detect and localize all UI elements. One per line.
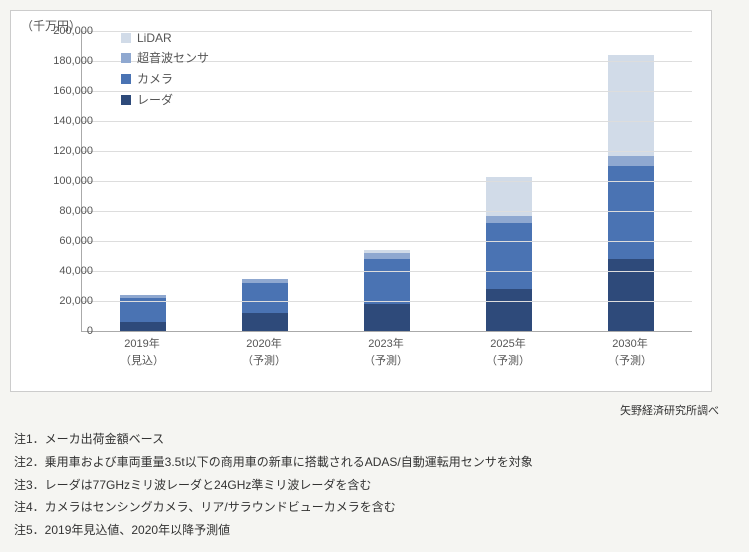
- gridline: [82, 241, 692, 242]
- x-tick-year: 2030年: [590, 336, 670, 353]
- legend-label: レーダ: [137, 91, 173, 108]
- note-line: 注3．レーダは77GHzミリ波レーダと24GHz準ミリ波レーダを含む: [14, 474, 739, 497]
- bar-segment-ultrasonic: [486, 216, 532, 224]
- y-tick-label: 20,000: [38, 295, 93, 307]
- y-tick-label: 200,000: [38, 25, 93, 37]
- chart-container: （千万円） LiDAR超音波センサカメラレーダ 020,00040,00060,…: [10, 10, 712, 392]
- y-tick-label: 180,000: [38, 55, 93, 67]
- x-tick-year: 2020年: [224, 336, 304, 353]
- gridline: [82, 211, 692, 212]
- x-tick-label: 2020年（予測）: [224, 336, 304, 369]
- legend: LiDAR 超音波センサカメラレーダ: [121, 31, 209, 112]
- bar-segment-radar: [486, 289, 532, 331]
- y-tick-label: 80,000: [38, 205, 93, 217]
- y-tick-label: 60,000: [38, 235, 93, 247]
- legend-item-lidar: LiDAR: [121, 31, 209, 45]
- x-tick-label: 2023年（予測）: [346, 336, 426, 369]
- x-tick-label: 2030年（予測）: [590, 336, 670, 369]
- x-tick-year: 2019年: [102, 336, 182, 353]
- bar-segment-ultrasonic: [242, 279, 288, 284]
- note-line: 注1．メーカ出荷金額ベース: [14, 428, 739, 451]
- note-line: 注4．カメラはセンシングカメラ、リア/サラウンドビューカメラを含む: [14, 496, 739, 519]
- y-tick-label: 140,000: [38, 115, 93, 127]
- x-tick-sub: （見込）: [102, 353, 182, 370]
- x-tick-sub: （予測）: [468, 353, 548, 370]
- notes-block: 注1．メーカ出荷金額ベース注2．乗用車および車両重量3.5t以下の商用車の新車に…: [10, 428, 739, 542]
- x-tick-sub: （予測）: [346, 353, 426, 370]
- gridline: [82, 151, 692, 152]
- legend-label: LiDAR: [137, 31, 172, 45]
- y-tick-label: 100,000: [38, 175, 93, 187]
- legend-swatch: [121, 33, 131, 43]
- bar-segment-ultrasonic: [608, 156, 654, 167]
- legend-swatch: [121, 74, 131, 84]
- gridline: [82, 301, 692, 302]
- x-tick-label: 2025年（予測）: [468, 336, 548, 369]
- x-tick-sub: （予測）: [224, 353, 304, 370]
- legend-swatch: [121, 53, 131, 63]
- gridline: [82, 271, 692, 272]
- bar-segment-radar: [120, 322, 166, 331]
- legend-swatch: [121, 95, 131, 105]
- bar-segment-lidar: [364, 250, 410, 253]
- bar-segment-camera: [364, 259, 410, 304]
- bar-segment-camera: [242, 283, 288, 313]
- legend-label: 超音波センサ: [137, 49, 209, 66]
- x-tick-sub: （予測）: [590, 353, 670, 370]
- bar-segment-ultrasonic: [364, 253, 410, 259]
- y-tick-label: 120,000: [38, 145, 93, 157]
- bar-segment-camera: [486, 223, 532, 289]
- x-tick-year: 2023年: [346, 336, 426, 353]
- bar-segment-radar: [364, 304, 410, 331]
- bar-segment-camera: [608, 166, 654, 259]
- gridline: [82, 121, 692, 122]
- note-line: 注2．乗用車および車両重量3.5t以下の商用車の新車に搭載されるADAS/自動運…: [14, 451, 739, 474]
- bar-segment-radar: [608, 259, 654, 331]
- bar-segment-ultrasonic: [120, 295, 166, 298]
- legend-label: カメラ: [137, 70, 173, 87]
- bar-segment-radar: [242, 313, 288, 331]
- credit-line: 矢野経済研究所調べ: [10, 402, 719, 418]
- gridline: [82, 181, 692, 182]
- y-tick-label: 0: [38, 325, 93, 337]
- x-tick-label: 2019年（見込）: [102, 336, 182, 369]
- bar-segment-lidar: [486, 177, 532, 216]
- y-tick-label: 40,000: [38, 265, 93, 277]
- legend-item-radar: レーダ: [121, 91, 209, 108]
- legend-item-camera: カメラ: [121, 70, 209, 87]
- y-tick-label: 160,000: [38, 85, 93, 97]
- x-tick-year: 2025年: [468, 336, 548, 353]
- legend-item-ultrasonic: 超音波センサ: [121, 49, 209, 66]
- bar-segment-lidar: [608, 55, 654, 156]
- note-line: 注5．2019年見込値、2020年以降予測値: [14, 519, 739, 542]
